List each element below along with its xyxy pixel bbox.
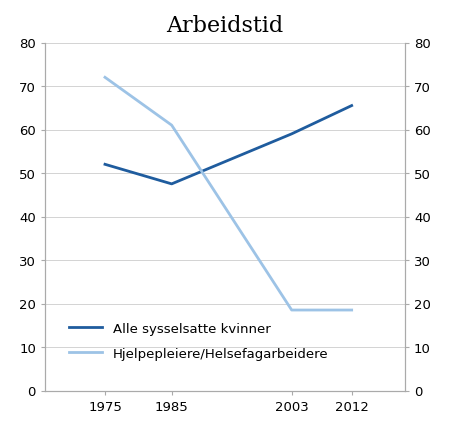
Hjelpepleiere/Helsefagarbeidere xyxy=(289,308,294,313)
Legend: Alle sysselsatte kvinner, Hjelpepleiere/Helsefagarbeidere: Alle sysselsatte kvinner, Hjelpepleiere/… xyxy=(63,316,335,367)
Alle sysselsatte kvinner xyxy=(349,104,354,109)
Hjelpepleiere/Helsefagarbeidere xyxy=(102,76,108,81)
Line: Hjelpepleiere/Helsefagarbeidere: Hjelpepleiere/Helsefagarbeidere xyxy=(105,78,351,310)
Hjelpepleiere/Helsefagarbeidere xyxy=(349,308,354,313)
Alle sysselsatte kvinner xyxy=(102,162,108,168)
Line: Alle sysselsatte kvinner: Alle sysselsatte kvinner xyxy=(105,106,351,184)
Alle sysselsatte kvinner xyxy=(169,182,174,187)
Title: Arbeidstid: Arbeidstid xyxy=(166,15,284,37)
Hjelpepleiere/Helsefagarbeidere xyxy=(169,123,174,128)
Alle sysselsatte kvinner xyxy=(289,132,294,137)
